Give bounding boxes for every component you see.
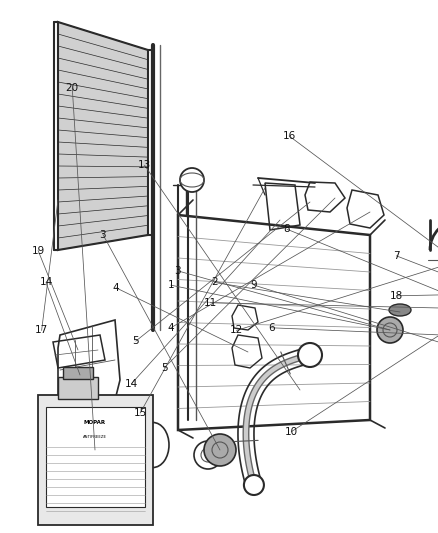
Text: 13: 13 [138,160,151,170]
Circle shape [298,343,322,367]
Polygon shape [58,22,148,250]
Text: 8: 8 [283,224,290,234]
Text: 17: 17 [35,326,48,335]
Bar [58,377,98,399]
Text: 2: 2 [211,278,218,287]
Text: 11: 11 [204,298,217,308]
Text: 12: 12 [230,326,243,335]
Bar [38,395,153,525]
Text: 5: 5 [132,336,139,346]
Circle shape [204,434,236,466]
Text: 14: 14 [125,379,138,389]
Text: 20: 20 [66,83,79,93]
Text: 15: 15 [134,408,147,418]
Text: 14: 14 [39,278,53,287]
Circle shape [244,475,264,495]
Text: 9: 9 [251,280,258,290]
Text: 3: 3 [174,266,181,276]
Text: 4: 4 [113,283,120,293]
Text: 18: 18 [390,291,403,301]
Text: 5: 5 [161,363,168,373]
Circle shape [180,168,204,192]
Circle shape [377,317,403,343]
Text: 19: 19 [32,246,45,255]
Text: 7: 7 [393,251,400,261]
Text: 10: 10 [285,427,298,437]
Text: 4: 4 [167,323,174,333]
Ellipse shape [389,304,411,316]
Text: MOPAR: MOPAR [84,421,106,425]
Text: 6: 6 [268,323,275,333]
Text: 16: 16 [283,131,296,141]
Text: 1: 1 [167,280,174,290]
Bar [63,367,93,379]
Text: 3: 3 [99,230,106,239]
Bar [46,407,145,507]
Text: ANTIFREEZE: ANTIFREEZE [83,435,107,439]
